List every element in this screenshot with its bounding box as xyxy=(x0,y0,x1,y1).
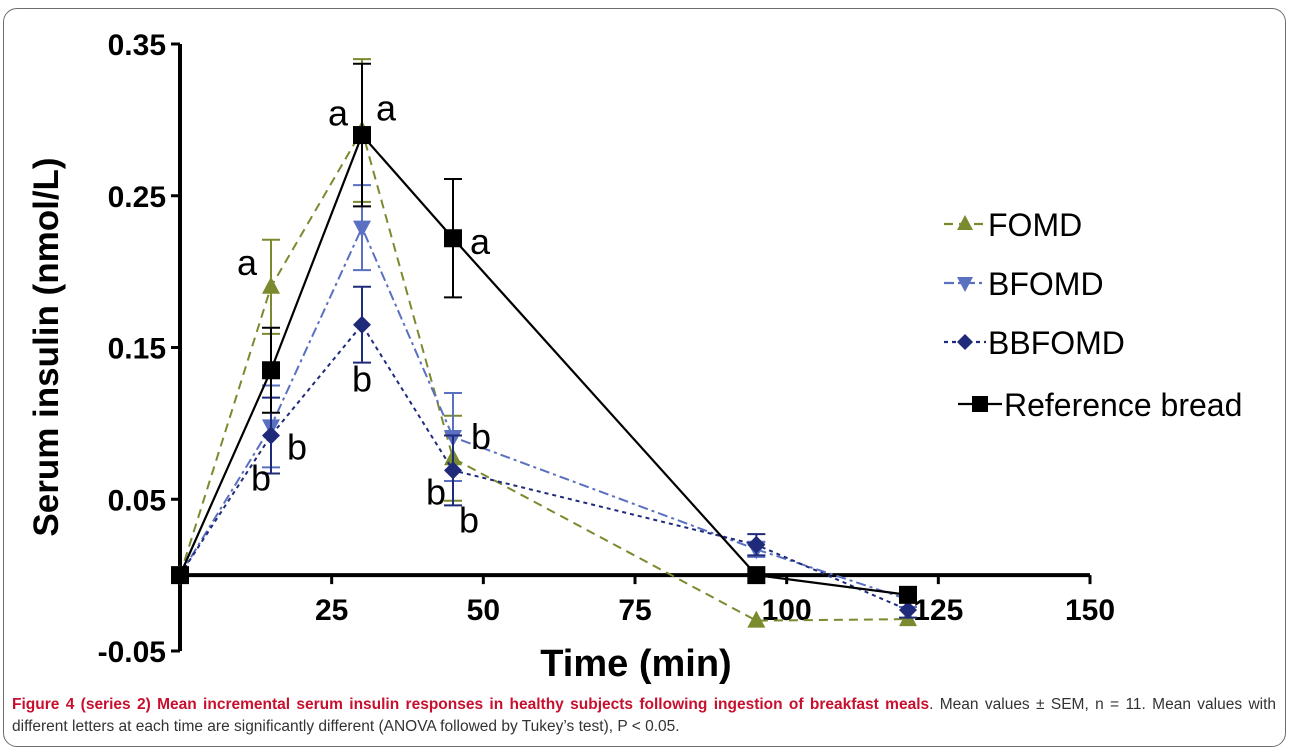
significance-letter: a xyxy=(328,92,349,133)
legend-label: Reference bread xyxy=(1004,387,1242,423)
y-tick-label: 0.15 xyxy=(108,333,166,366)
legend-label: BBFOMD xyxy=(988,325,1125,361)
figure-frame xyxy=(3,8,1286,747)
significance-letter: b xyxy=(459,499,479,540)
y-tick-label: -0.05 xyxy=(98,636,166,669)
legend-label: BFOMD xyxy=(988,266,1104,302)
significance-letter: b xyxy=(426,471,446,512)
significance-letter: b xyxy=(287,427,307,468)
x-axis-title: Time (min) xyxy=(540,643,731,685)
data-point xyxy=(262,276,280,294)
x-tick-label: 25 xyxy=(315,594,348,627)
series-bfomd xyxy=(171,184,917,610)
y-tick-label: 0.35 xyxy=(108,29,166,62)
data-point xyxy=(262,426,280,445)
y-tick-label: 0.25 xyxy=(108,181,166,214)
figure-caption: Figure 4 (series 2) Mean incremental ser… xyxy=(12,694,1276,738)
axes: -0.05 0.05 0.15 0.25 0.35 25 50 75 100 125 150 xyxy=(98,29,1115,669)
x-tick-label: 150 xyxy=(1065,594,1115,627)
legend-swatch-marker xyxy=(957,277,973,292)
significance-letter: b xyxy=(352,359,372,400)
x-tick-label: 75 xyxy=(618,594,651,627)
significance-letter: a xyxy=(376,87,397,128)
series-line xyxy=(178,132,909,596)
data-point xyxy=(171,566,189,585)
data-point xyxy=(747,566,766,585)
legend-swatch-marker xyxy=(957,334,973,350)
data-point xyxy=(444,229,462,248)
significance-letter: b xyxy=(471,416,491,457)
series-line xyxy=(179,323,909,611)
data-point xyxy=(262,361,280,380)
data-point xyxy=(353,220,371,238)
series-reference-bread xyxy=(171,62,917,604)
significance-letter: b xyxy=(251,458,271,499)
y-axis-title: Serum insulin (nmol/L) xyxy=(27,157,66,536)
legend-swatch-marker xyxy=(957,215,973,230)
x-tick-label: 100 xyxy=(762,594,812,627)
series-layer xyxy=(171,58,917,628)
x-tick-label: 125 xyxy=(913,594,963,627)
legend: FOMD BFOMD BBFOMD Reference bread xyxy=(944,207,1242,423)
legend-swatch-marker xyxy=(972,396,988,412)
legend-label: FOMD xyxy=(988,207,1082,243)
data-point xyxy=(353,126,371,145)
caption-text: . Mean values ± SEM, n = 11. Mean values… xyxy=(12,696,1277,735)
series-fomd xyxy=(171,58,917,628)
series-line xyxy=(179,225,909,601)
y-tick-label: 0.05 xyxy=(108,484,166,517)
significance-letter: a xyxy=(237,242,258,283)
data-point xyxy=(444,461,462,480)
x-tick-label: 50 xyxy=(467,594,500,627)
data-point xyxy=(747,610,766,628)
data-point xyxy=(353,315,371,334)
data-point xyxy=(747,535,766,554)
significance-letter: a xyxy=(470,221,491,262)
series-line xyxy=(179,127,909,622)
data-point xyxy=(899,601,917,620)
figure-label: Figure 4 (series 2) Mean incremental ser… xyxy=(12,696,930,713)
data-point xyxy=(899,585,917,604)
